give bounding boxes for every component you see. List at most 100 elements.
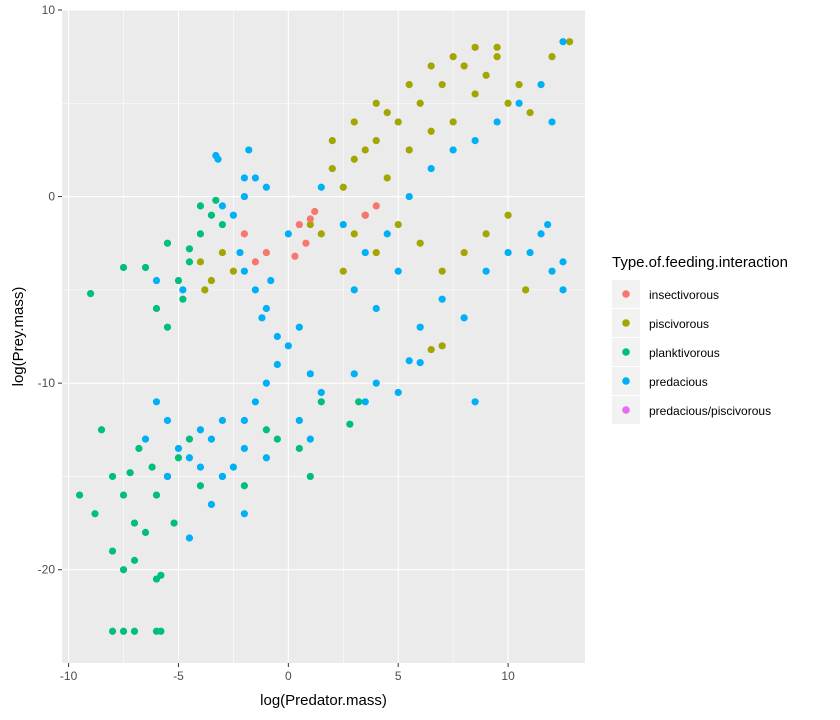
point-predacious bbox=[273, 360, 281, 369]
point-predacious bbox=[218, 472, 227, 481]
point-piscivorous bbox=[471, 43, 479, 51]
point-predacious bbox=[559, 258, 567, 266]
point-piscivorous bbox=[339, 267, 347, 275]
point-predacious bbox=[236, 248, 244, 257]
point-predacious bbox=[262, 183, 270, 191]
legend-label: planktivorous bbox=[649, 346, 720, 360]
point-planktivorous bbox=[75, 491, 84, 499]
point-planktivorous bbox=[240, 482, 248, 490]
point-predacious bbox=[504, 248, 512, 257]
point-predacious bbox=[405, 192, 413, 201]
point-piscivorous bbox=[427, 127, 435, 135]
point-predacious bbox=[229, 211, 238, 219]
point-piscivorous bbox=[526, 109, 534, 117]
point-piscivorous bbox=[493, 53, 501, 61]
point-planktivorous bbox=[141, 263, 150, 272]
point-insectivorous bbox=[302, 239, 310, 247]
point-predacious bbox=[284, 230, 292, 238]
point-planktivorous bbox=[317, 398, 325, 406]
point-predacious bbox=[548, 267, 556, 275]
point-predacious bbox=[471, 137, 479, 145]
point-predacious bbox=[372, 304, 380, 313]
point-piscivorous bbox=[229, 267, 238, 275]
point-predacious bbox=[262, 454, 270, 462]
point-predacious bbox=[240, 510, 248, 518]
legend-label: piscivorous bbox=[649, 317, 709, 331]
x-axis-title: log(Predator.mass) bbox=[260, 692, 387, 709]
legend-entries: insectivorous piscivorous planktivorous pre… bbox=[612, 280, 771, 424]
point-piscivorous bbox=[383, 174, 391, 182]
point-piscivorous bbox=[405, 81, 413, 89]
point-predacious bbox=[416, 323, 424, 331]
point-predacious bbox=[306, 370, 314, 378]
x-tick-label: 0 bbox=[285, 669, 292, 683]
point-piscivorous bbox=[504, 99, 512, 107]
point-piscivorous bbox=[438, 342, 446, 350]
point-piscivorous bbox=[416, 239, 424, 247]
y-tick-label: -10 bbox=[38, 376, 56, 390]
point-predacious bbox=[361, 248, 369, 257]
point-planktivorous bbox=[119, 491, 128, 499]
point-piscivorous bbox=[471, 90, 479, 98]
point-predacious bbox=[339, 220, 347, 229]
point-predacious bbox=[295, 323, 303, 331]
point-predacious bbox=[240, 416, 248, 425]
point-predacious bbox=[548, 118, 556, 126]
point-piscivorous bbox=[438, 81, 446, 89]
point-planktivorous bbox=[119, 566, 128, 574]
point-predacious bbox=[526, 248, 534, 257]
point-predacious bbox=[229, 463, 238, 471]
point-predacious bbox=[267, 276, 275, 285]
legend-swatch bbox=[622, 319, 630, 327]
point-planktivorous bbox=[141, 528, 150, 537]
point-predacious bbox=[251, 398, 259, 406]
point-piscivorous bbox=[416, 99, 424, 107]
legend-swatch bbox=[622, 377, 630, 385]
point-planktivorous bbox=[119, 627, 128, 635]
point-piscivorous bbox=[438, 267, 446, 275]
point-predacious bbox=[207, 500, 216, 509]
point-predacious bbox=[537, 230, 545, 238]
point-planktivorous bbox=[185, 435, 194, 443]
point-predacious bbox=[196, 463, 205, 471]
point-planktivorous bbox=[130, 627, 139, 635]
point-predacious bbox=[493, 118, 501, 126]
point-piscivorous bbox=[317, 230, 325, 238]
point-piscivorous bbox=[361, 146, 369, 154]
point-planktivorous bbox=[185, 258, 194, 266]
point-piscivorous bbox=[449, 118, 457, 126]
point-planktivorous bbox=[108, 547, 117, 555]
legend-label: predacious bbox=[649, 375, 708, 389]
point-planktivorous bbox=[355, 398, 363, 406]
y-axis-title: log(Prey.mass) bbox=[10, 287, 27, 387]
point-piscivorous bbox=[460, 248, 468, 257]
point-planktivorous bbox=[262, 426, 270, 434]
point-predacious bbox=[295, 416, 303, 425]
point-piscivorous bbox=[350, 230, 358, 238]
point-piscivorous bbox=[372, 137, 380, 145]
plot-panel bbox=[62, 9, 585, 663]
point-predacious bbox=[537, 81, 545, 89]
legend: Type.of.feeding.interaction insectivorou… bbox=[612, 254, 788, 424]
point-predacious bbox=[515, 99, 523, 107]
point-planktivorous bbox=[119, 263, 128, 272]
point-piscivorous bbox=[427, 345, 435, 354]
point-predacious bbox=[306, 435, 314, 443]
point-piscivorous bbox=[405, 146, 413, 154]
legend-swatch bbox=[622, 290, 630, 298]
point-predacious bbox=[218, 202, 227, 210]
point-piscivorous bbox=[350, 155, 358, 163]
point-planktivorous bbox=[170, 519, 178, 527]
point-planktivorous bbox=[108, 472, 117, 481]
point-insectivorous bbox=[262, 248, 270, 257]
point-planktivorous bbox=[108, 627, 117, 635]
point-planktivorous bbox=[86, 289, 95, 298]
point-planktivorous bbox=[157, 571, 165, 579]
point-piscivorous bbox=[306, 220, 314, 229]
point-planktivorous bbox=[218, 220, 227, 229]
point-planktivorous bbox=[97, 426, 106, 434]
x-tick-label: 10 bbox=[501, 669, 515, 683]
point-planktivorous bbox=[130, 519, 139, 527]
point-piscivorous bbox=[482, 71, 490, 79]
